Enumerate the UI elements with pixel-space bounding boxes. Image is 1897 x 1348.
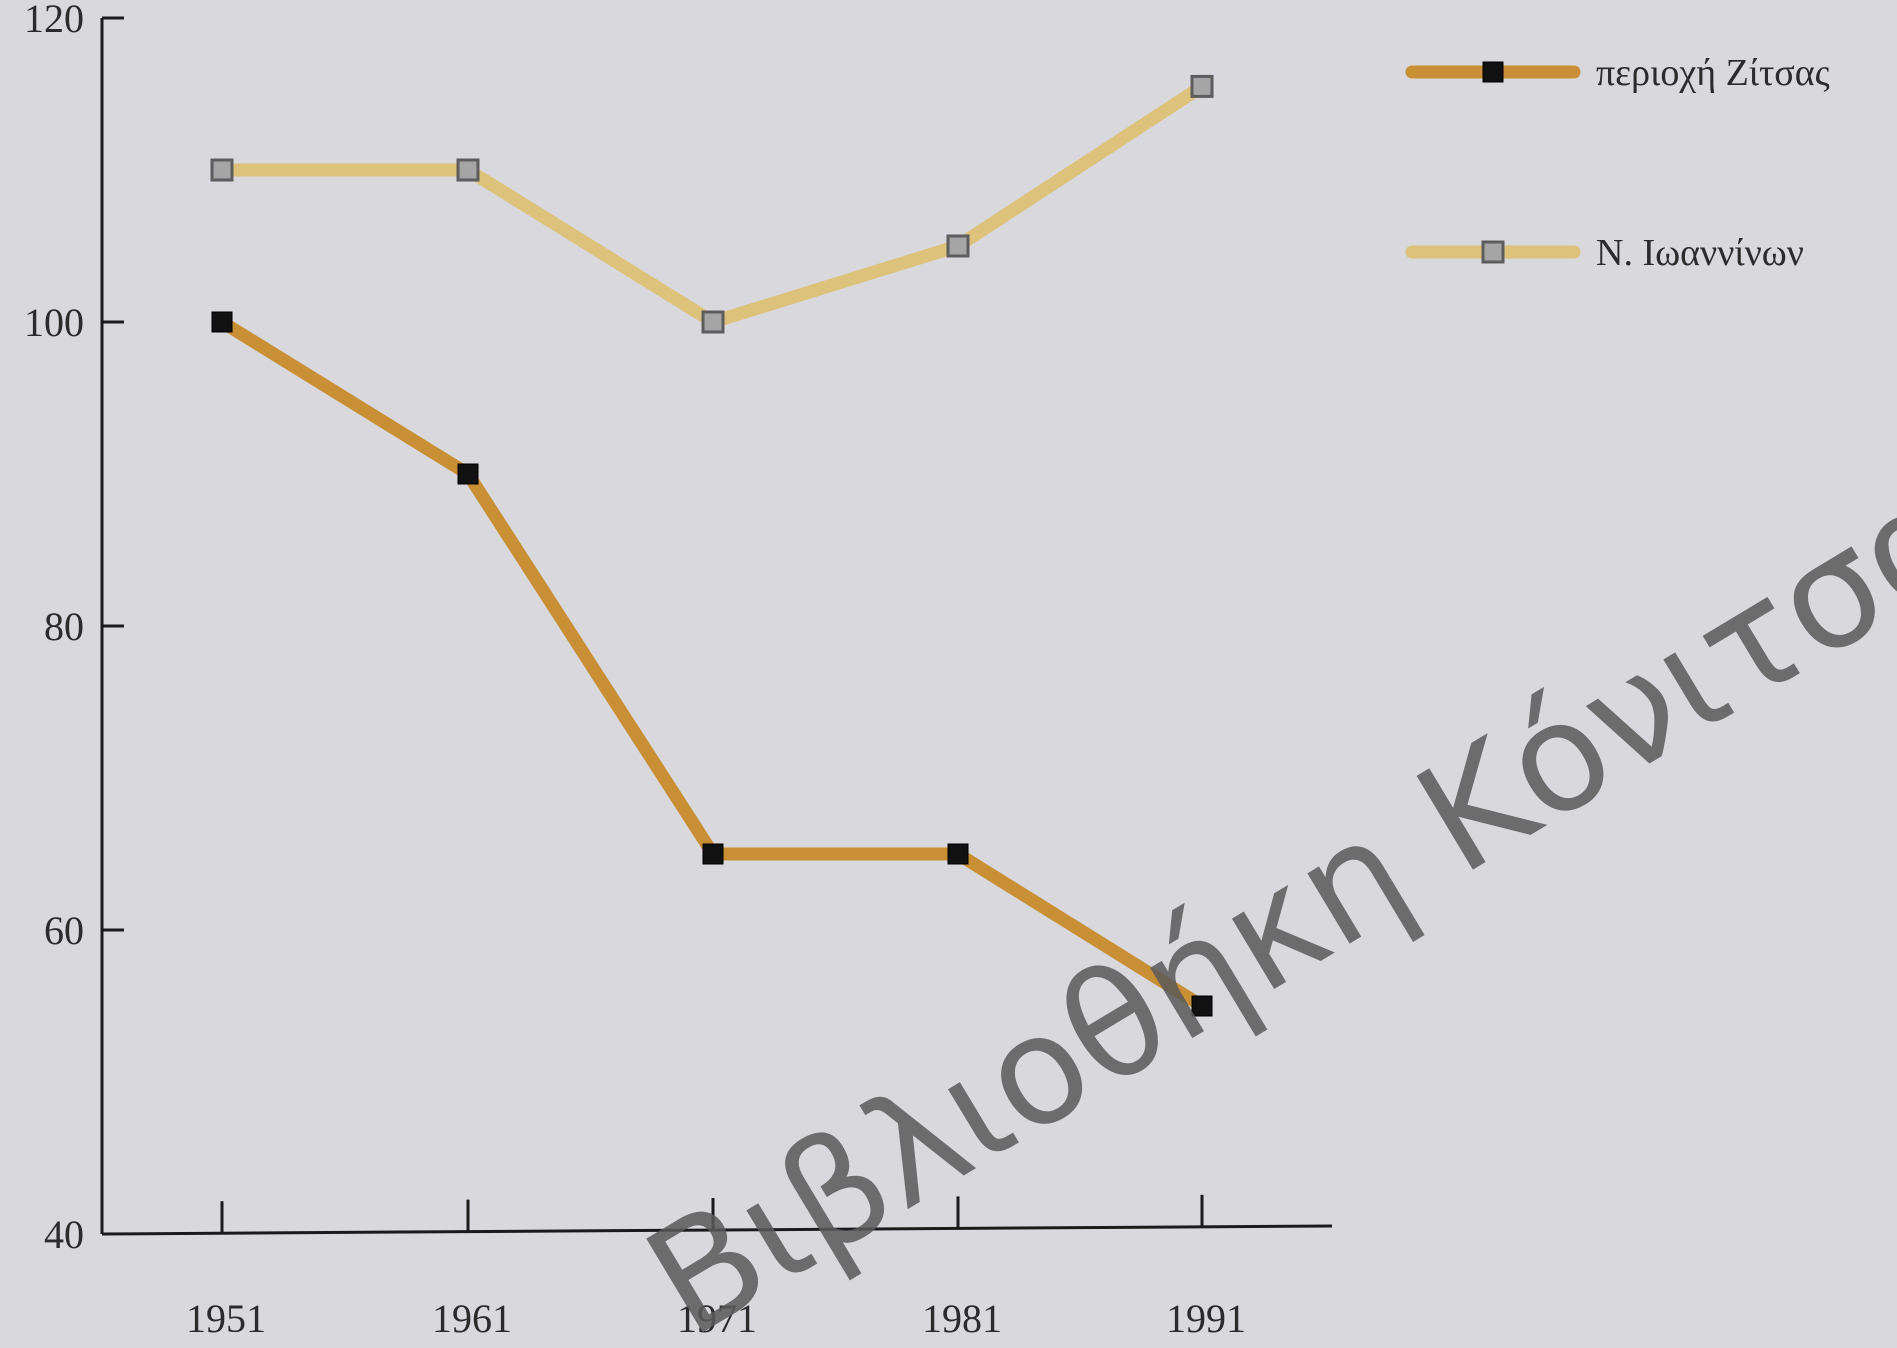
y-tick-label: 80 xyxy=(44,604,84,649)
series-lines xyxy=(215,79,1209,1013)
data-point-marker xyxy=(456,158,480,182)
series-line-1 xyxy=(215,79,1209,329)
data-point-marker xyxy=(946,234,970,258)
data-point-marker xyxy=(702,843,724,865)
x-ticks: 1951 1961 1971 1981 1991 xyxy=(186,1194,1246,1341)
legend-marker-1 xyxy=(1481,240,1505,264)
watermark-text: Βιβλιοθήκη Κόνιτσας xyxy=(619,400,1897,1348)
legend-label: περιοχή Ζίτσας xyxy=(1596,52,1830,94)
data-point-marker xyxy=(457,463,479,485)
x-tick-label: 1951 xyxy=(186,1296,266,1341)
data-point-marker xyxy=(1191,995,1213,1017)
legend-label: Ν. Ιωαννίνων xyxy=(1596,232,1804,274)
y-tick-label: 60 xyxy=(44,908,84,953)
data-point-marker xyxy=(947,843,969,865)
data-point-marker xyxy=(210,158,234,182)
y-tick-label: 100 xyxy=(24,300,84,345)
x-tick-label: 1981 xyxy=(922,1296,1002,1341)
data-point-marker xyxy=(701,310,725,334)
legend-marker-0 xyxy=(1482,61,1504,83)
series-line-0 xyxy=(215,315,1209,1013)
x-tick-label: 1971 xyxy=(677,1296,757,1341)
legend: περιοχή Ζίτσας Ν. Ιωαννίνων xyxy=(1405,52,1830,274)
x-tick-label: 1961 xyxy=(432,1296,512,1341)
y-tick-label: 40 xyxy=(44,1212,84,1257)
x-axis-line xyxy=(101,1224,1333,1236)
y-tick-label: 120 xyxy=(24,0,84,41)
data-point-marker xyxy=(1190,74,1214,98)
y-ticks: 40 60 80 100 120 xyxy=(24,0,124,1257)
x-tick-label: 1991 xyxy=(1166,1296,1246,1341)
series-markers xyxy=(210,74,1214,1017)
data-point-marker xyxy=(211,311,233,333)
